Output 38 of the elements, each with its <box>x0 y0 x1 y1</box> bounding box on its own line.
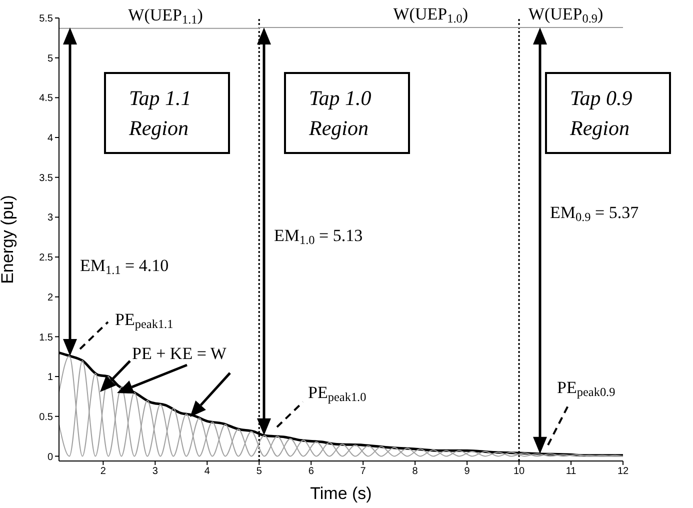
annotation: Tap 1.1 Region <box>128 86 192 140</box>
y-tick-label: 1.5 <box>39 332 54 344</box>
annotation: W(UEP$_{1.0}$) <box>393 4 468 26</box>
x-tick-label: 10 <box>513 466 526 478</box>
annotation: EM$_{1.1}$ = 4.10 <box>80 256 169 277</box>
x-tick-label: 9 <box>464 466 470 478</box>
annotation: PE$_{peak1.0}$ <box>308 383 366 404</box>
annotation: PE$_{peak0.9}$ <box>557 378 616 399</box>
x-tick-label: 5 <box>256 466 262 478</box>
x-tick-label: 8 <box>412 466 418 478</box>
y-tick-label: 0 <box>47 452 54 463</box>
annotation: W(UEP$_{1.1}$) <box>128 5 203 26</box>
x-axis-title: Time (s) <box>310 484 372 503</box>
y-tick-label: 4.5 <box>39 93 54 104</box>
x-tick-label: 4 <box>204 466 210 478</box>
x-tick-label: 3 <box>152 466 158 478</box>
y-tick-label: 5.5 <box>39 14 54 25</box>
annotation: Tap 0.9 Region <box>569 86 633 140</box>
y-tick-label: 5 <box>47 53 54 64</box>
x-tick-label: 11 <box>566 466 577 478</box>
y-tick-label: 2.5 <box>39 252 54 264</box>
x-tick-label: 7 <box>360 466 366 478</box>
y-tick-label: 3 <box>47 212 54 224</box>
y-tick-label: 1 <box>47 372 54 384</box>
y-tick-label: 0.5 <box>39 412 54 423</box>
annotation: EM$_{0.9}$ = 5.37 <box>550 203 640 224</box>
x-tick-label: 2 <box>100 466 106 478</box>
annotation: EM$_{1.0}$ = 5.13 <box>274 226 363 247</box>
y-tick-label: 4 <box>47 133 54 144</box>
x-tick-label: 6 <box>308 466 314 478</box>
annotation: W(UEP$_{0.9}$) <box>528 4 604 26</box>
annotation: PE$_{peak1.1}$ <box>115 310 174 331</box>
y-axis-title: Energy (pu) <box>0 195 18 284</box>
x-tick-label: 12 <box>617 466 629 478</box>
annotation: Tap 1.0 Region <box>308 86 372 140</box>
y-tick-label: 3.5 <box>39 172 54 184</box>
annotation: PE + KE = W <box>132 344 228 363</box>
y-tick-label: 2 <box>47 292 54 304</box>
